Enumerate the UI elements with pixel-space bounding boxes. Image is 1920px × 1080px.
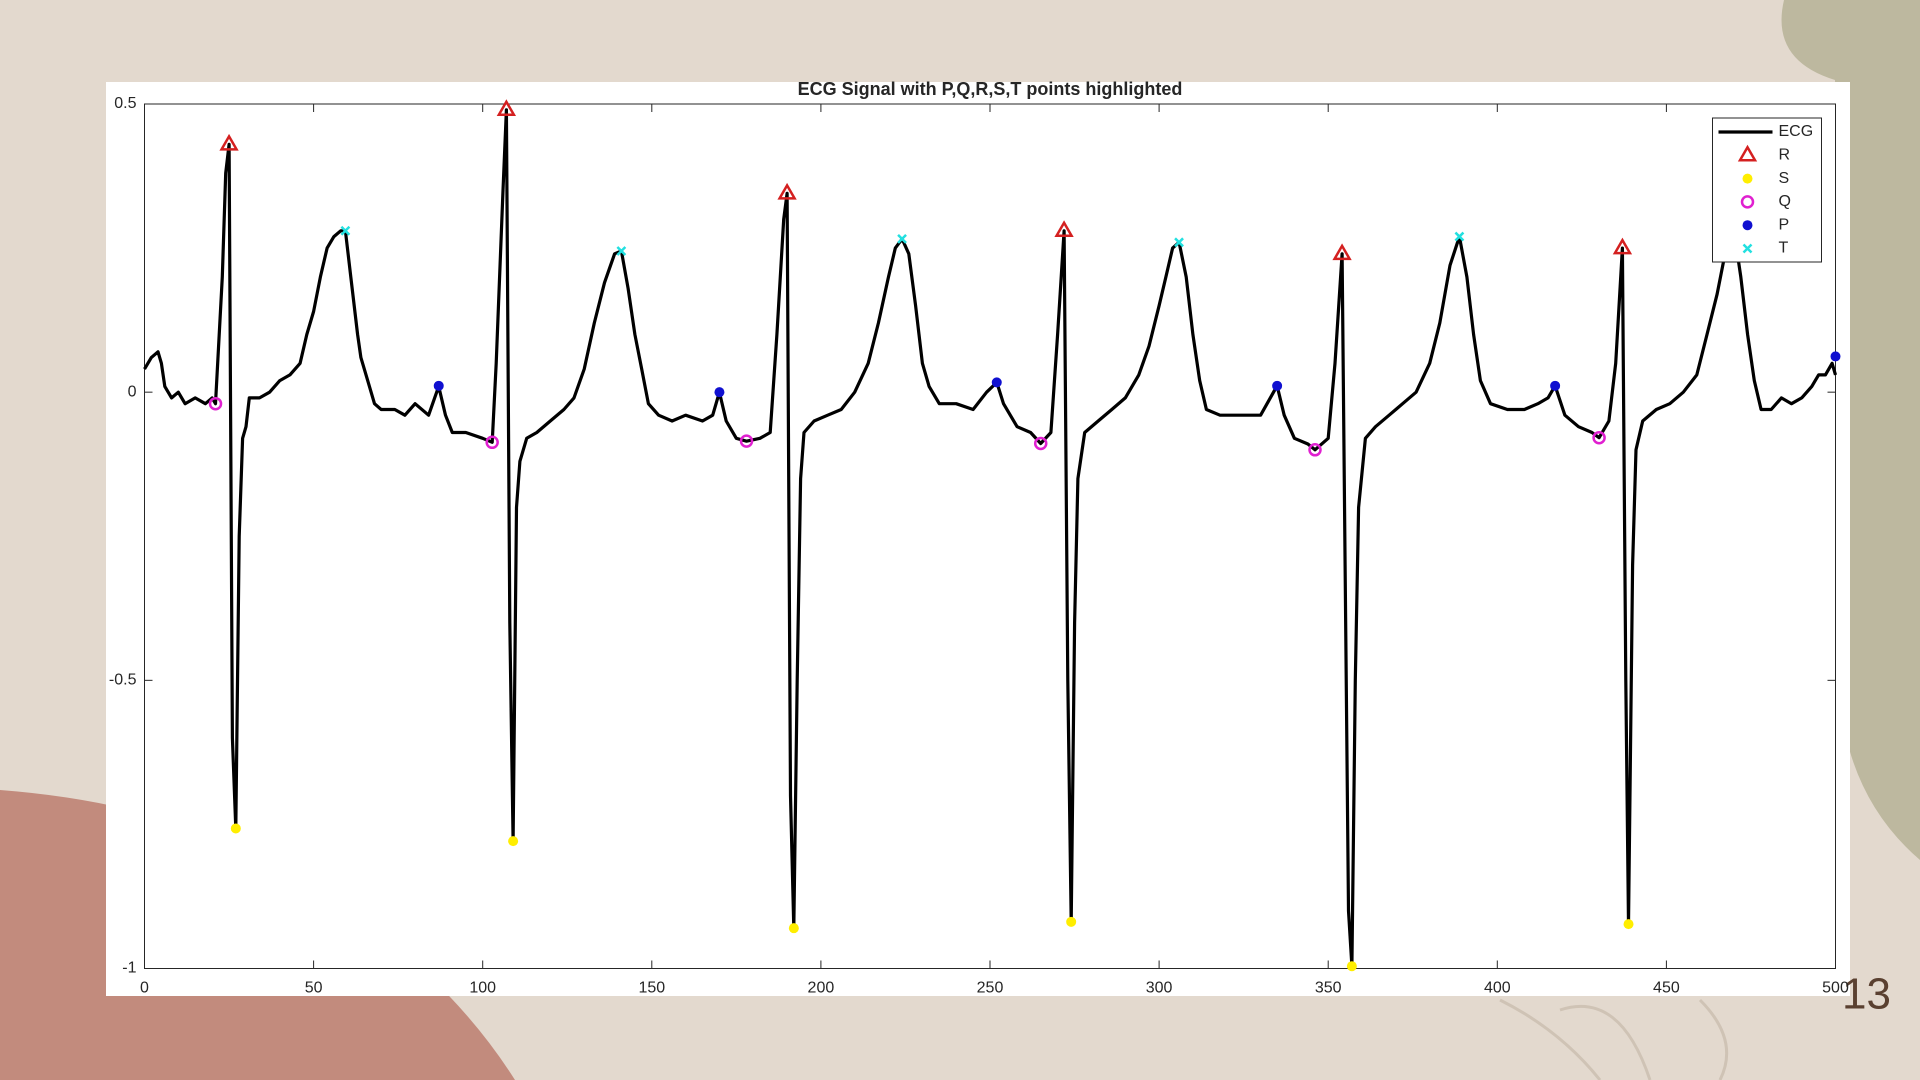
x-tick-label: 100 [469,980,496,997]
dot-marker [714,387,725,398]
q-marker [1308,443,1322,457]
t-marker [616,246,627,256]
legend-marker [1742,220,1753,231]
x-tick-label: 50 [305,980,323,997]
decor-leaf [1499,998,1729,1080]
legend-label: S [1779,170,1790,187]
q-marker [485,435,499,450]
x-tick-label: 0 [140,980,149,997]
x-tick-label: 200 [808,980,835,997]
dot-marker [433,380,444,391]
legend-label: P [1779,216,1790,233]
x-tick-label: 300 [1146,980,1173,997]
t-marker [340,225,351,236]
x-tick-label: 400 [1484,980,1511,997]
dot-marker [1066,916,1077,927]
legend-label: R [1779,147,1791,164]
legend-marker [1742,243,1753,254]
dot-marker [1830,351,1841,362]
r-marker [777,182,797,200]
x-tick-label: 150 [638,980,665,997]
dot-marker [1346,961,1357,972]
dot-marker [508,836,519,847]
chart-background [106,82,1850,996]
y-tick-label: -0.5 [109,672,137,689]
y-tick-label: -1 [122,960,136,977]
r-marker [219,133,239,151]
legend-marker [1742,173,1753,184]
dot-marker [991,377,1002,388]
r-marker [1332,243,1352,261]
legend-label: ECG [1779,123,1814,140]
r-marker [1054,220,1074,238]
q-marker [739,434,754,448]
y-tick-label: 0 [128,383,137,400]
t-marker [897,233,907,244]
decor-shape [1781,0,1920,860]
t-marker [1454,231,1465,242]
q-marker [1592,430,1606,445]
r-marker [496,99,517,117]
chart-title: ECG Signal with P,Q,R,S,T points highlig… [798,79,1183,99]
x-tick-label: 450 [1653,980,1680,997]
dot-marker [230,823,241,834]
legend-marker [1737,144,1758,162]
dot-marker [788,923,799,934]
x-tick-label: 350 [1315,980,1342,997]
q-marker [208,396,223,411]
dot-marker [1623,919,1634,930]
dot-marker [1550,380,1561,391]
x-tick-label: 250 [977,980,1004,997]
y-tick-label: 0.5 [114,95,136,112]
r-marker [1612,237,1633,255]
x-tick-label: 500 [1822,980,1849,997]
legend-marker [1740,195,1755,209]
legend-box [1712,117,1822,263]
dot-marker [1272,380,1283,391]
plot-frame [144,103,1836,969]
q-marker [1033,436,1048,451]
legend-label: T [1779,240,1789,257]
legend-label: Q [1779,193,1791,210]
t-marker [1174,237,1184,248]
slide-number: 13 [1842,970,1891,1019]
